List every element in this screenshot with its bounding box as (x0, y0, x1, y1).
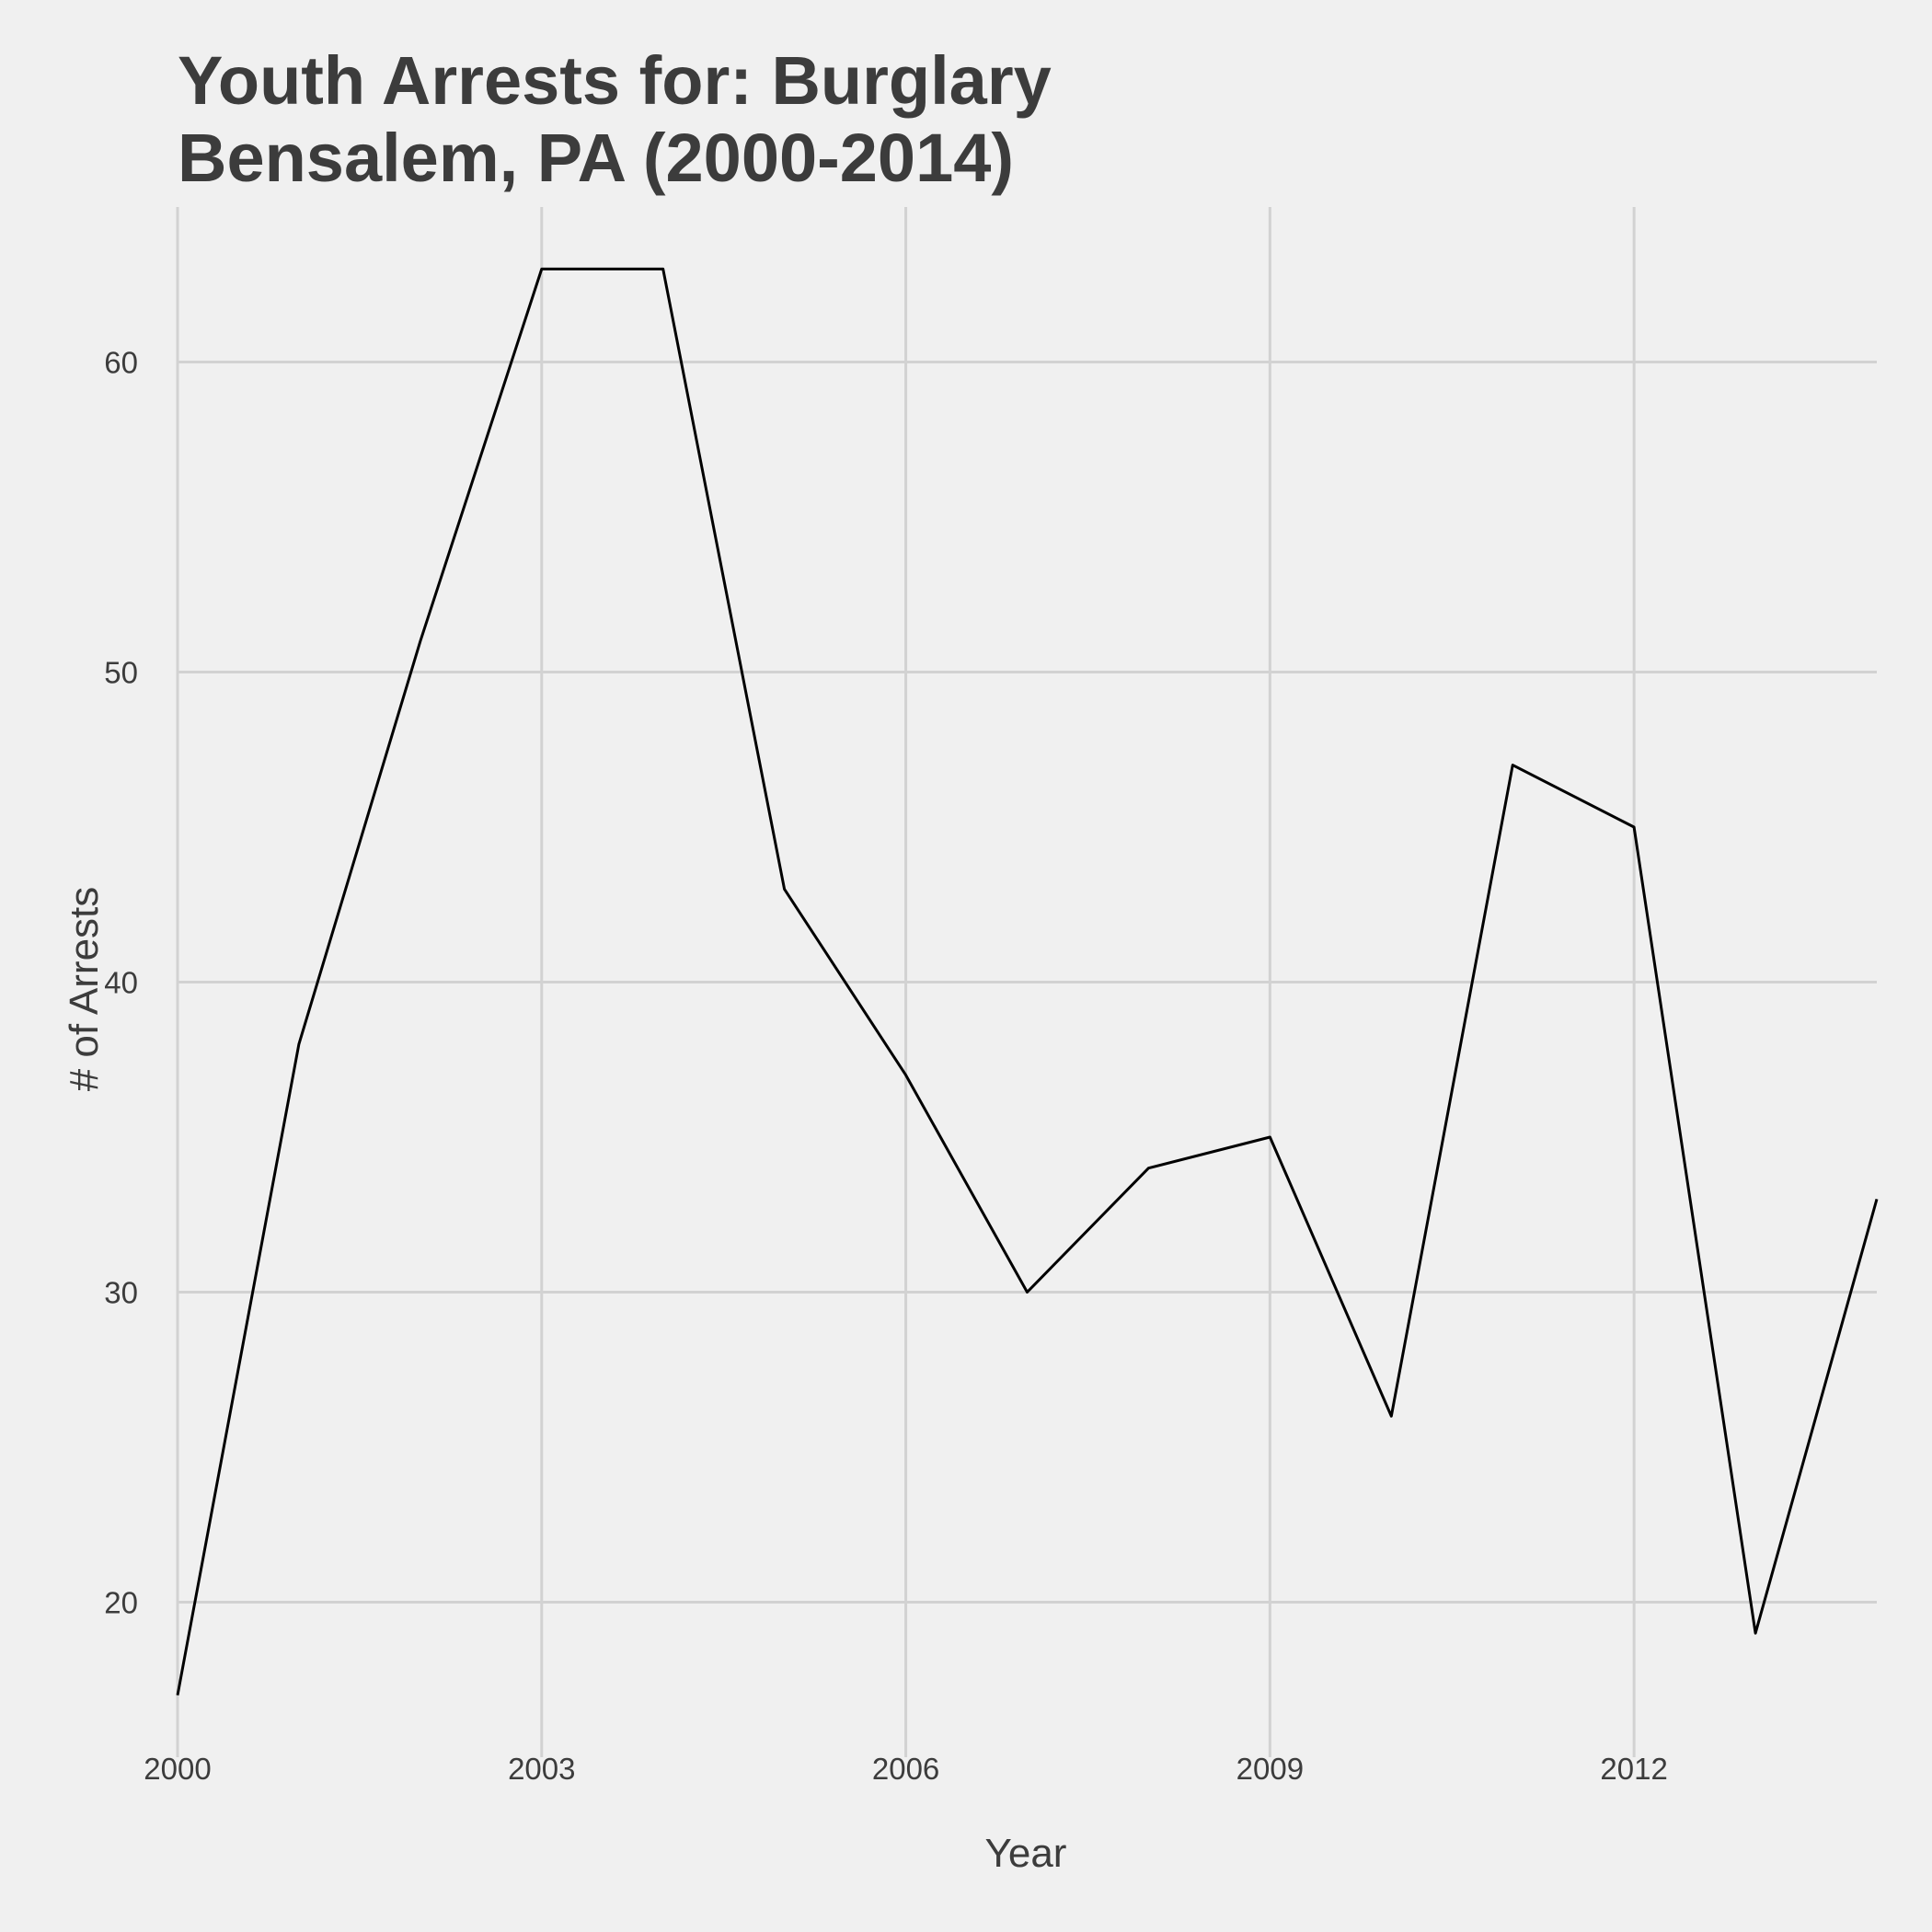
series-layer (176, 267, 1879, 1696)
y-tick-label: 40 (104, 966, 138, 1000)
y-tick-label: 30 (104, 1276, 138, 1310)
y-axis-title: # of Arrests (62, 887, 107, 1092)
chart-title-line-2: Bensalem, PA (2000-2014) (178, 120, 1014, 196)
series-line (176, 267, 1879, 1696)
x-tick-label: 2012 (1600, 1752, 1667, 1786)
x-tick-label: 2003 (508, 1752, 575, 1786)
x-tick-label: 2009 (1236, 1752, 1304, 1786)
x-tick-label: 2000 (144, 1752, 211, 1786)
y-gridlines (178, 361, 1877, 1604)
x-tick-label: 2006 (872, 1752, 939, 1786)
chart-title-line-1: Youth Arrests for: Burglary (178, 42, 1052, 119)
y-tick-labels: 20 30 40 50 60 (104, 346, 138, 1620)
y-tick-label: 60 (104, 346, 138, 380)
x-axis-title: Year (985, 1831, 1067, 1876)
y-tick-label: 20 (104, 1586, 138, 1620)
x-tick-labels: 2000 2003 2006 2009 2012 (144, 1752, 1668, 1786)
y-tick-label: 50 (104, 656, 138, 690)
